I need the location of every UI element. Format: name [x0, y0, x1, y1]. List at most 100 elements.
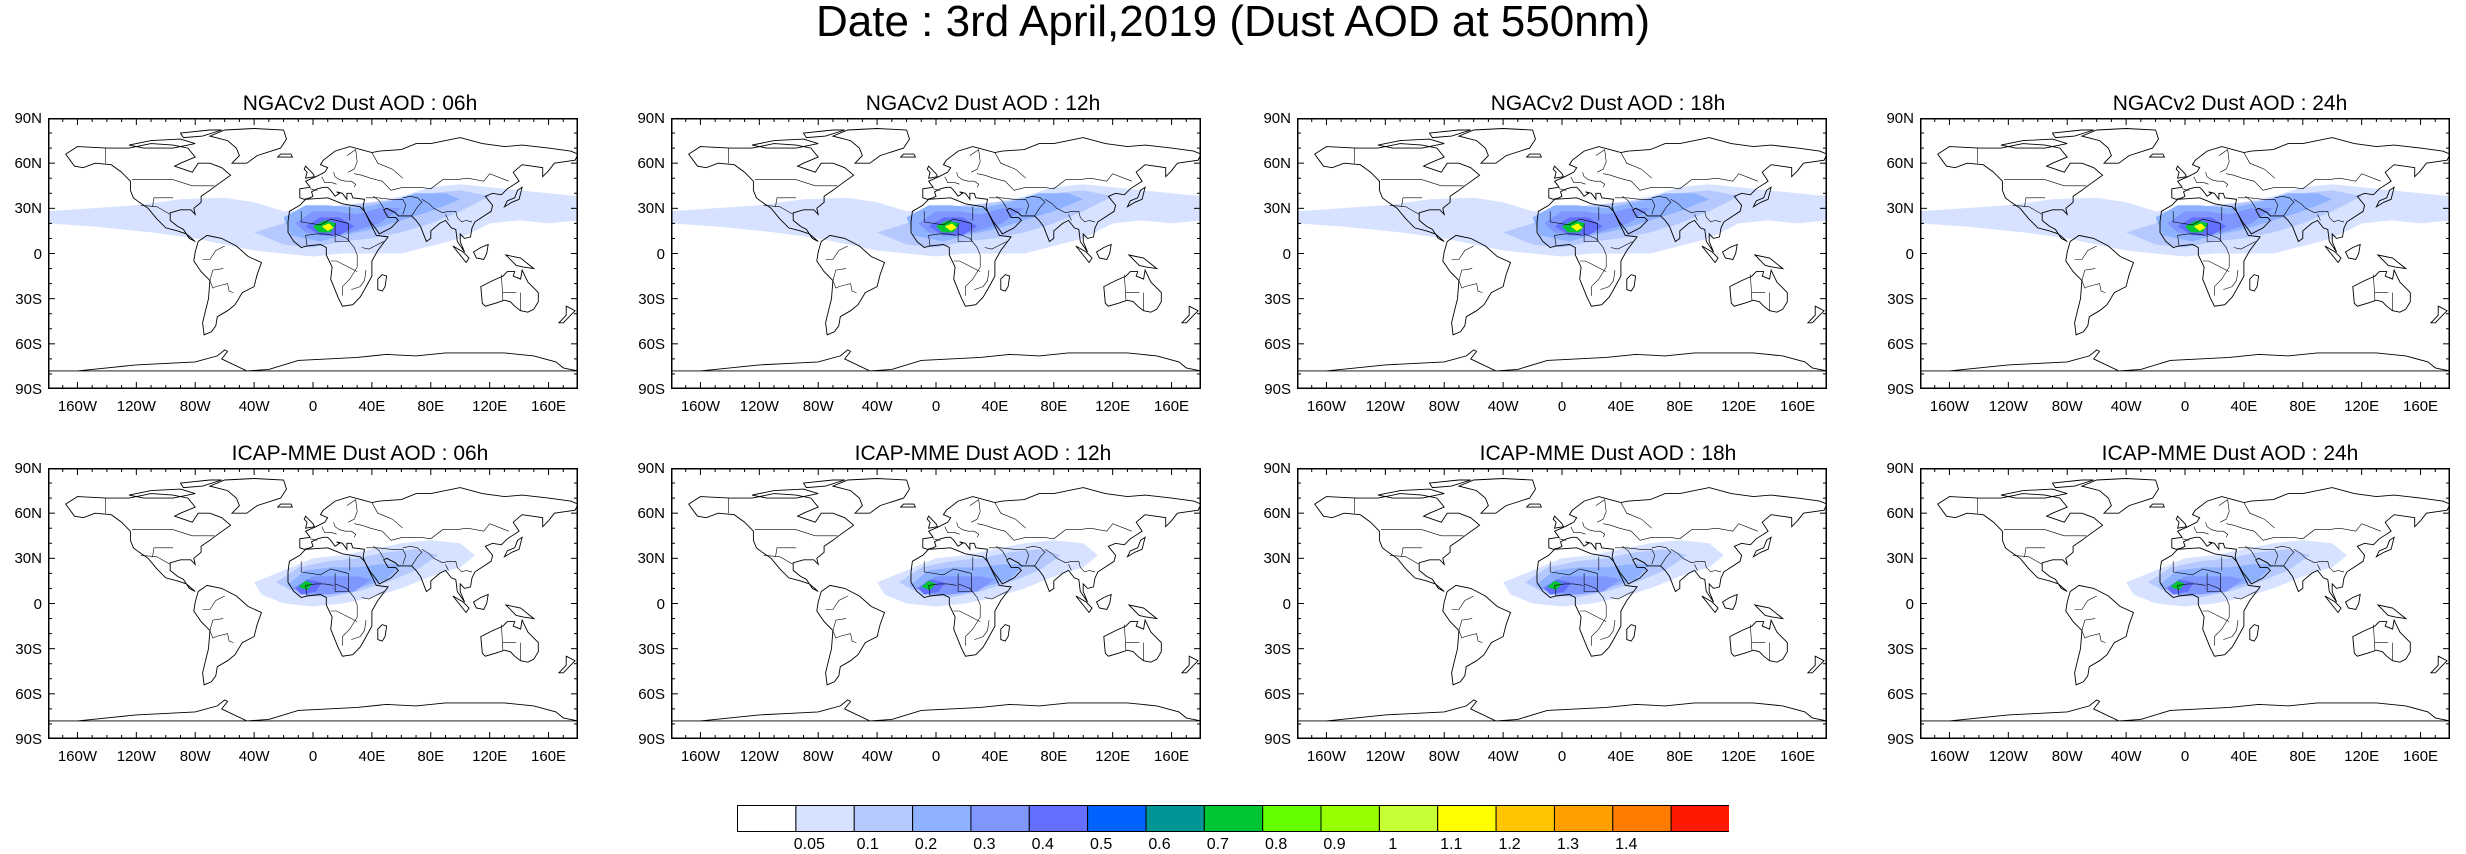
map-panel [48, 118, 578, 389]
panel-title: ICAP-MME Dust AOD : 24h [2101, 442, 2359, 465]
coastline [1377, 138, 1445, 149]
country-border [1651, 545, 1672, 567]
lat-tick-label: 90S [1887, 731, 1914, 748]
lon-tick-label: 80W [2051, 748, 2083, 765]
country-border [152, 197, 174, 207]
country-border [445, 214, 449, 221]
country-border [2317, 564, 2321, 571]
country-border [832, 268, 847, 281]
country-border [321, 176, 337, 185]
map-plot [1297, 468, 1827, 739]
lon-tick-label: 80E [417, 748, 445, 765]
lon-tick-label: 40W [1487, 748, 1519, 765]
coastline [1314, 493, 1481, 592]
coastline [751, 488, 819, 499]
coastline [2324, 245, 2342, 264]
coastline [2324, 595, 2342, 614]
country-border [1549, 561, 1598, 592]
coastline [1442, 234, 1512, 336]
country-border [2223, 270, 2239, 290]
coastline [377, 624, 388, 642]
coastline [276, 153, 294, 158]
country-border [2193, 526, 2209, 535]
coastline [48, 349, 578, 372]
colorbar-tick-label: 1 [1388, 836, 1398, 853]
coastline [1095, 243, 1112, 261]
lat-tick-label: 90N [1886, 460, 1914, 477]
country-border [321, 526, 337, 535]
lon-tick-label: 120E [1721, 748, 1757, 765]
lon-tick-label: 40W [238, 748, 270, 765]
lon-tick-label: 40E [2230, 398, 2258, 415]
coastline [2159, 547, 2261, 657]
country-border [2182, 538, 2190, 541]
coastline [193, 584, 263, 686]
country-border [2081, 268, 2096, 281]
country-border [2024, 547, 2046, 557]
lon-tick-label: 160W [1929, 398, 1970, 415]
country-border [1044, 549, 1096, 573]
lon-tick-label: 40E [358, 748, 386, 765]
lat-tick-label: 60N [14, 155, 42, 173]
country-border [2243, 502, 2275, 529]
coastline [910, 197, 1012, 307]
country-border [1600, 620, 1616, 640]
country-border [763, 555, 794, 565]
map-plot [671, 118, 1201, 389]
colorbar-box [1262, 805, 1322, 832]
lon-tick-label: 40E [981, 398, 1009, 415]
lat-tick-label: 30S [1887, 640, 1914, 658]
coastline [1377, 488, 1445, 499]
country-border [994, 502, 1026, 529]
lon-tick-label: 0 [308, 398, 318, 415]
country-border [974, 270, 990, 290]
coastline [208, 478, 287, 514]
dust-aod-contour [1570, 223, 1583, 231]
coastline [128, 138, 196, 149]
lon-tick-label: 40E [358, 398, 386, 415]
country-border [2274, 195, 2295, 217]
lon-tick-label: 120E [1095, 748, 1131, 765]
colorbar-tick-label: 0.4 [1031, 836, 1054, 853]
lon-tick-label: 160W [57, 398, 98, 415]
country-border [2262, 523, 2381, 541]
country-border [1380, 529, 1464, 537]
country-border [953, 260, 981, 272]
lat-tick-label: 30N [1263, 550, 1291, 568]
country-border [402, 195, 423, 217]
country-border [305, 233, 334, 247]
country-border [1044, 199, 1096, 223]
lon-tick-label: 40W [861, 748, 893, 765]
coastline [1626, 624, 1637, 642]
lat-tick-label: 0 [656, 595, 665, 613]
country-border [202, 595, 225, 610]
country-border [2373, 624, 2376, 651]
country-border [1620, 502, 1652, 529]
map-plot [48, 118, 578, 389]
coastline [504, 254, 536, 270]
colorbar [737, 805, 1729, 832]
lon-tick-label: 0 [2180, 398, 2190, 415]
lat-tick-label: 60N [1886, 505, 1914, 523]
coastline [1536, 197, 1638, 307]
country-border [152, 547, 174, 557]
lat-tick-label: 60S [15, 685, 42, 703]
country-border [1389, 205, 1420, 215]
lat-tick-label: 60N [637, 155, 665, 173]
lat-tick-label: 0 [1905, 245, 1914, 263]
country-border [956, 172, 980, 188]
colorbar-box [1203, 805, 1264, 832]
lon-tick-label: 40E [2230, 748, 2258, 765]
country-border [2202, 260, 2230, 272]
coastline [1314, 143, 1481, 242]
country-border [928, 583, 957, 597]
lat-tick-label: 90S [638, 381, 665, 398]
country-border [305, 583, 334, 597]
lat-tick-label: 30S [638, 640, 665, 658]
coastline [65, 143, 232, 242]
country-border [928, 233, 957, 247]
country-border [1559, 188, 1567, 191]
coastline [1552, 165, 1565, 179]
country-border [310, 538, 318, 541]
country-border [1458, 280, 1483, 293]
